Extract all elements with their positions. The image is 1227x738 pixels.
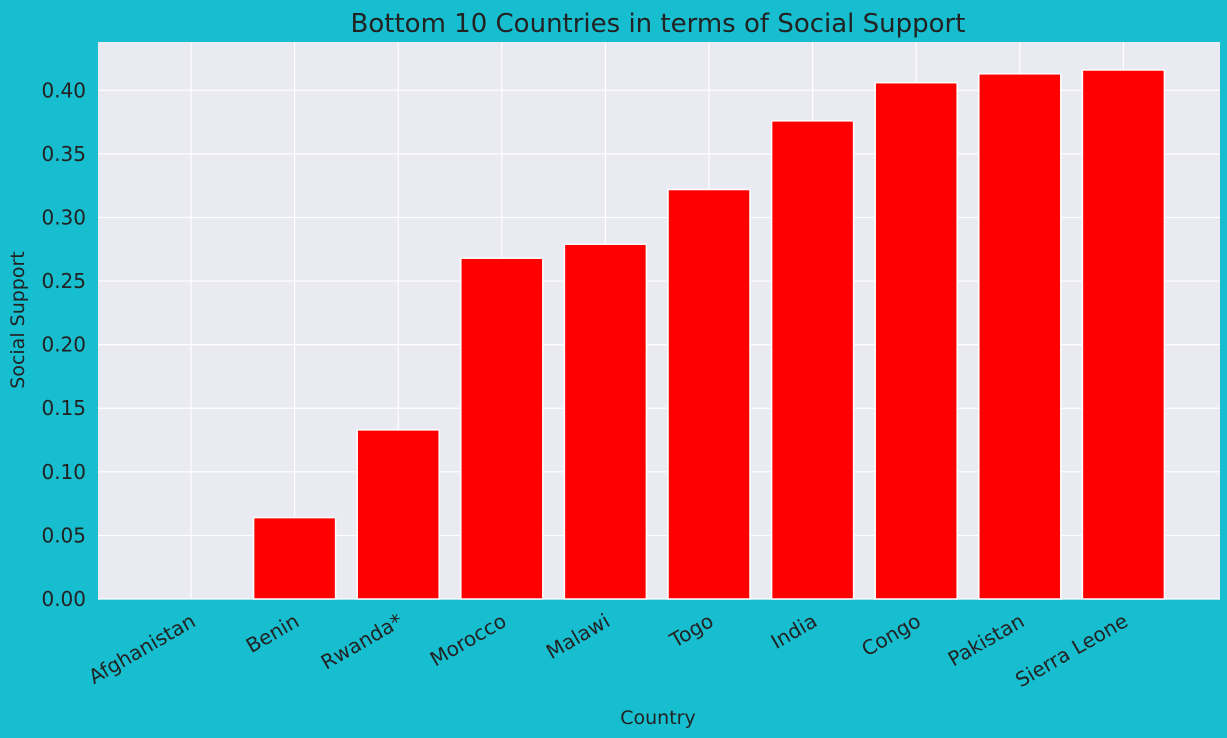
y-tick-label: 0.20 [41,333,86,357]
x-tick-label: Sierra Leone [1011,609,1132,693]
x-tick-label: Congo [857,609,924,662]
bar-benin [252,516,337,600]
y-tick-label: 0.10 [41,460,86,484]
x-tick-label: Pakistan [944,609,1029,672]
y-tick-label: 0.25 [41,269,86,293]
x-tick-label: India [767,609,822,654]
y-axis-label: Social Support [7,251,29,388]
x-tick-label: Togo [665,609,718,653]
bars [252,69,1166,600]
y-axis-ticks: 0.00 0.05 0.10 0.15 0.20 0.25 0.30 0.35 0.40 [41,78,86,611]
y-tick-label: 0.15 [41,396,86,420]
bar-sierra-leone [1081,69,1166,600]
x-axis-ticks: Afghanistan Benin Rwanda* Morocco Malawi Togo… [84,609,1132,693]
y-tick-label: 0.40 [41,78,86,102]
y-tick-label: 0.05 [41,523,86,547]
x-tick-label: Rwanda* [317,609,407,675]
chart-title: Bottom 10 Countries in terms of Social S… [351,9,966,39]
x-tick-label: Afghanistan [84,609,199,689]
bar-congo [874,81,958,600]
x-axis-label: Country [620,707,695,729]
bar-india [770,120,855,600]
bar-pakistan [978,73,1062,600]
bar-malawi [563,243,648,600]
bar-rwanda [356,429,440,600]
bar-togo [667,188,751,600]
bar-morocco [460,257,544,600]
x-tick-label: Malawi [542,609,614,664]
x-tick-label: Morocco [426,609,511,672]
y-tick-label: 0.00 [41,587,86,611]
y-tick-label: 0.30 [41,205,86,229]
y-tick-label: 0.35 [41,142,86,166]
x-tick-label: Benin [242,609,303,658]
